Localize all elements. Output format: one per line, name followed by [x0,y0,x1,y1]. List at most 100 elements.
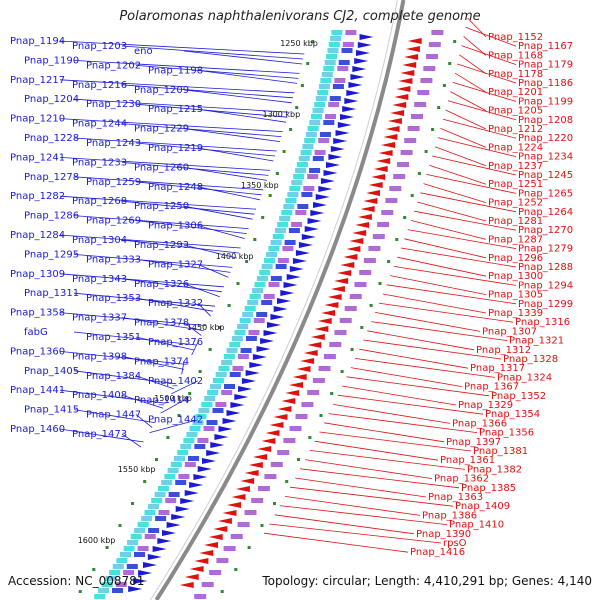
feature-block [120,552,131,557]
leader-line [367,330,475,351]
reverse-gene-arrow [346,246,361,252]
tick-dot [369,304,373,307]
leader-line [350,367,463,387]
leader-line [197,108,287,123]
tick-dot [319,414,323,417]
feature-block [134,552,145,557]
forward-gene-arrow [147,554,162,560]
reverse-gene-arrow [208,534,223,540]
reverse-gene-label: Pnap_1367 [464,382,519,393]
forward-gene-label: Pnap_1327 [148,259,203,270]
feature-block [414,102,427,107]
feature-block [345,30,357,35]
forward-gene-label: Pnap_1408 [72,390,127,401]
forward-strand [128,34,374,592]
forward-gene-arrow [280,290,295,296]
feature-block [221,360,233,365]
leader-line [333,404,451,424]
reverse-gene-arrow [383,134,398,140]
feature-block [195,414,207,419]
leader-line [121,123,282,137]
tick-dot [247,546,251,549]
forward-gene-label: Pnap_1248 [148,182,203,193]
feature-block [331,30,343,35]
feature-block [275,264,287,269]
forward-gene-arrow [307,218,322,224]
leader-line [463,36,487,56]
forward-gene-arrow [330,146,345,152]
feature-block [329,96,341,101]
tick-dot [261,216,265,219]
feature-block [209,570,222,575]
reverse-gene-arrow [340,262,355,268]
feature-block [154,492,166,497]
feature-block [164,474,176,479]
reverse-gene-arrow [405,46,420,52]
leader-line [183,50,303,65]
leader-line [295,477,427,498]
feature-block [192,420,204,425]
forward-gene-arrow [256,346,271,352]
leader-line [359,348,469,369]
leader-line [410,220,487,240]
forward-gene-arrow [234,394,249,400]
feature-block [428,42,441,47]
leader-line [121,356,185,370]
leader-line [290,486,454,507]
reverse-gene-label: Pnap_1381 [473,446,528,457]
scale-tick-label: 1300 kbp [262,110,300,119]
feature-block [312,378,325,383]
feature-block [223,354,235,359]
feature-block [318,138,330,143]
leader-line [197,264,229,278]
feature-block [123,570,135,575]
leader-line [461,45,517,65]
tick-dot [78,590,82,593]
feature-block [389,186,402,191]
feature-block [263,294,275,299]
forward-gene-label: Pnap_1293 [134,240,189,251]
forward-gene-label: Pnap_1217 [10,75,65,86]
forward-gene-arrow [193,474,208,480]
forward-gene-label: Pnap_1229 [134,124,189,135]
feature-block [207,390,219,395]
leader-line [183,89,292,104]
forward-gene-label: Pnap_1332 [148,298,203,309]
tick-dot [300,84,304,87]
feature-block [130,534,142,539]
feature-block [186,432,198,437]
topology-label: Topology: circular; Length: 4,410,291 bp… [262,574,592,588]
forward-gene-arrow [346,90,361,96]
leader-line [404,238,487,259]
feature-block [291,222,303,227]
feature-block [323,354,336,359]
forward-gene-arrow [286,274,301,280]
tick-dot [311,40,315,43]
tick-dot [350,348,354,351]
leader-line [135,414,153,428]
reverse-gene-arrow [343,254,358,260]
leader-line [73,331,197,346]
reverse-gene-arrow [227,502,241,508]
leader-line [434,146,487,167]
leader-line [183,167,267,181]
reverse-gene-arrow [281,398,296,404]
feature-block [183,438,195,443]
feature-block [134,528,146,533]
genome-backbone [154,0,406,600]
feature-block [194,444,206,449]
reverse-gene-label: Pnap_1329 [458,400,513,411]
reverse-gene-arrow [257,446,272,452]
feature-block [349,294,362,299]
tick-dot [218,326,222,329]
feature-block [204,396,216,401]
forward-gene-label: Pnap_1333 [86,254,141,265]
leader-line [135,336,195,351]
reverse-gene-arrow [300,358,315,364]
reverse-gene-label: rpsO [443,538,467,549]
forward-gene-label: Pnap_1210 [10,114,65,125]
tick-dot [378,282,382,285]
forward-gene-arrow [323,170,338,176]
forward-gene-label: Pnap_1441 [10,385,65,396]
